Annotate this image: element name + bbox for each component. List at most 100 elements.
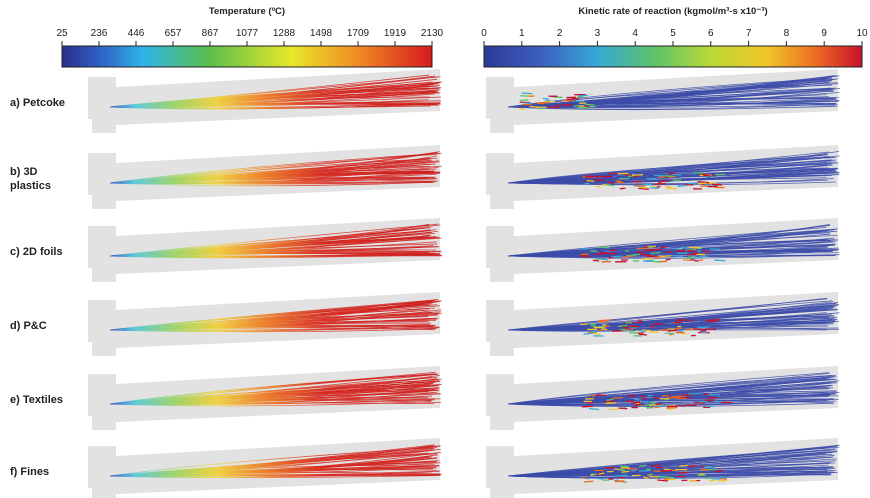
hotspot — [688, 182, 701, 185]
hotspot — [621, 470, 630, 473]
hotspot — [599, 319, 611, 322]
hotspot — [688, 392, 701, 395]
trajectory — [507, 312, 827, 331]
trajectory — [507, 394, 830, 405]
trajectory — [109, 152, 442, 184]
hotspot — [571, 97, 580, 100]
hotspot — [595, 477, 604, 480]
kiln-panel — [486, 366, 840, 430]
colorbar — [61, 45, 433, 68]
trajectory — [109, 384, 442, 405]
trajectory — [109, 84, 431, 108]
kiln-panel — [88, 366, 442, 430]
hotspot — [634, 398, 642, 401]
hotspot — [655, 402, 663, 406]
trajectory — [109, 474, 440, 477]
trajectory — [109, 391, 429, 405]
hotspot — [585, 103, 595, 106]
colorbar-tick-label: 1 — [519, 28, 525, 39]
hotspot — [638, 187, 650, 190]
trajectory — [507, 446, 840, 477]
hotspot — [648, 473, 653, 476]
hotspot — [650, 251, 661, 255]
colorbar-tick-label: 0 — [481, 28, 487, 39]
trajectory — [109, 303, 431, 331]
hotspot — [641, 397, 647, 400]
hotspot — [665, 258, 671, 261]
hotspot — [659, 328, 670, 331]
hotspot — [649, 404, 656, 407]
hotspot — [622, 326, 628, 329]
hotspot — [598, 329, 603, 332]
hotspot — [672, 247, 683, 250]
hotspot — [582, 477, 588, 480]
trajectory — [507, 157, 827, 184]
hotspot — [651, 185, 658, 188]
hotspot — [631, 401, 641, 404]
hotspot — [538, 107, 543, 110]
hotspot — [705, 405, 715, 408]
trajectory — [109, 445, 431, 477]
hotspot — [672, 173, 682, 176]
kiln-panel — [486, 292, 840, 356]
hotspot — [617, 324, 628, 328]
trajectory — [109, 74, 430, 108]
trajectory — [507, 250, 829, 258]
trajectory — [109, 447, 438, 477]
hotspot — [664, 332, 675, 335]
hotspot — [588, 408, 600, 411]
row-label: b) 3D plastics — [10, 166, 51, 192]
hotspot — [677, 184, 688, 188]
hotspot — [643, 476, 649, 479]
hotspot — [620, 328, 631, 331]
hotspot — [677, 471, 689, 474]
trajectory — [507, 102, 837, 110]
hotspot — [620, 474, 628, 477]
hotspot — [697, 474, 707, 477]
hotspot — [677, 477, 685, 480]
hotspot — [719, 476, 727, 479]
hotspot — [606, 184, 615, 187]
kiln — [88, 69, 440, 133]
hotspot — [697, 181, 710, 184]
hotspot — [595, 185, 601, 188]
hotspot — [632, 174, 644, 176]
colorbar-tick-label: 2 — [557, 28, 563, 39]
trajectory — [507, 402, 835, 408]
hotspot — [520, 95, 531, 97]
trajectory — [507, 327, 839, 331]
hotspot — [708, 184, 718, 187]
kiln-panel — [88, 438, 442, 498]
hotspot — [663, 477, 670, 480]
hotspot — [606, 398, 614, 401]
hotspot — [643, 259, 654, 262]
hotspot — [679, 464, 688, 467]
hotspot — [608, 256, 614, 259]
hotspot — [618, 407, 628, 410]
hotspot — [573, 105, 579, 107]
hotspot — [719, 477, 728, 480]
trajectory — [109, 178, 436, 184]
hotspot — [566, 98, 577, 101]
hotspot — [552, 96, 563, 99]
hotspot — [586, 179, 595, 183]
hotspot — [681, 246, 687, 249]
trajectory — [109, 78, 438, 108]
hotspot — [687, 255, 696, 259]
hotspot — [604, 325, 610, 328]
trajectory — [109, 307, 435, 331]
trajectory — [109, 390, 435, 405]
trajectory — [109, 103, 439, 108]
hotspot — [681, 393, 694, 396]
colorbar-tick-label: 9 — [821, 28, 827, 39]
hotspot — [604, 400, 616, 403]
hotspot — [638, 333, 647, 336]
hotspot — [672, 255, 684, 258]
hotspot — [666, 406, 678, 409]
hotspot — [659, 180, 670, 183]
hotspot — [638, 329, 647, 332]
hotspot — [654, 404, 666, 408]
colorbar-title: Kinetic rate of reaction (kgmol/m³-s x10… — [578, 6, 767, 17]
trajectory — [109, 237, 442, 257]
